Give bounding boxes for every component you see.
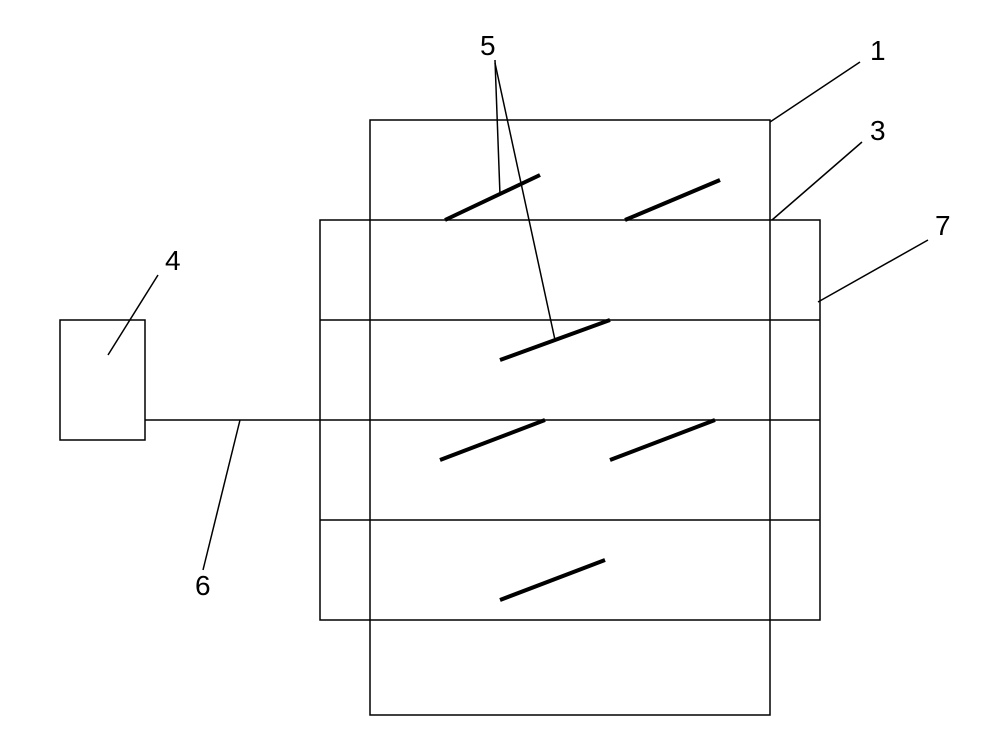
blade-5-5 bbox=[500, 560, 605, 600]
label-4: 4 bbox=[165, 245, 181, 276]
label-1: 1 bbox=[870, 35, 886, 66]
label-6: 6 bbox=[195, 570, 211, 601]
label-3: 3 bbox=[870, 115, 886, 146]
motor-box-4 bbox=[60, 320, 145, 440]
outer-frame-1 bbox=[370, 120, 770, 715]
blade-5-4 bbox=[610, 420, 715, 460]
blade-5-1 bbox=[625, 180, 720, 220]
blade-5-0 bbox=[445, 175, 540, 220]
leader-1-0 bbox=[770, 62, 860, 122]
leader-4-0 bbox=[108, 275, 158, 355]
leader-7-0 bbox=[818, 240, 928, 302]
leader-5-1 bbox=[495, 63, 555, 340]
label-7: 7 bbox=[935, 210, 951, 241]
label-5: 5 bbox=[480, 30, 496, 61]
blade-5-3 bbox=[440, 420, 545, 460]
leader-6-0 bbox=[203, 420, 240, 570]
leader-3-0 bbox=[772, 142, 862, 220]
